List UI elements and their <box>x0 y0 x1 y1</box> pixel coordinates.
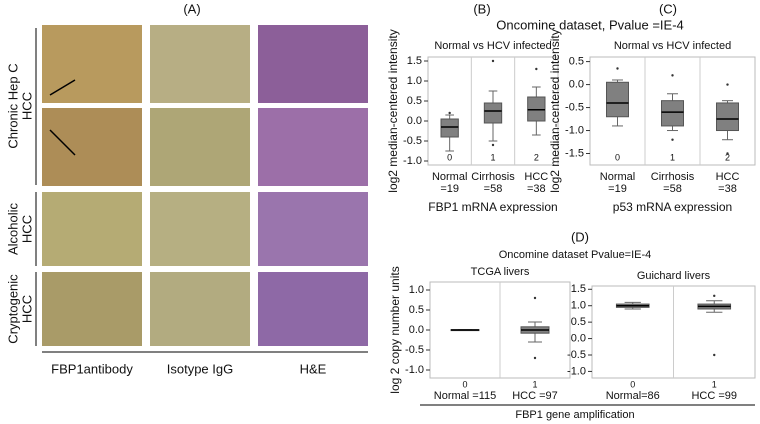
y-tick-label: -0.5 <box>403 135 422 147</box>
y-label: log 2 copy number units <box>388 266 402 393</box>
x-label: FBP1 mRNA expression <box>428 200 557 214</box>
y-label-group: log2 median-centered intensity <box>548 29 562 192</box>
y-tick-label: -1.0 <box>403 155 422 167</box>
row-label: HCC <box>19 92 34 120</box>
x-tick-label: =38 <box>718 183 737 195</box>
x-label: FBP1 gene amplification <box>515 409 634 421</box>
x-tick-label: Cirrhosis <box>651 171 695 183</box>
row-label: Cryptogenic <box>5 274 20 344</box>
y-label: log2 median-centered intensity <box>548 29 562 192</box>
y-tick-label: 0.5 <box>407 95 422 107</box>
x-tick-label: HCC =97 <box>512 390 558 402</box>
x-tick-label: Cirrhosis <box>471 171 515 183</box>
outlier <box>713 353 716 357</box>
y-tick-label: 0.5 <box>409 304 424 316</box>
category-code: 1 <box>532 379 537 389</box>
x-label: p53 mRNA expression <box>613 200 732 214</box>
outlier <box>535 67 538 71</box>
y-tick-label: -1.0 <box>565 124 584 136</box>
y-tick-label: 0.0 <box>571 332 586 344</box>
x-tick-label: =58 <box>484 183 503 195</box>
subtitle: TCGA livers <box>471 266 530 278</box>
row-label: HCC <box>19 215 34 243</box>
category-code: 1 <box>712 379 717 389</box>
y-tick-label: 0.0 <box>409 324 424 336</box>
outlier <box>533 356 537 360</box>
panel-label: (C) <box>659 1 677 16</box>
x-tick-label: HCC =99 <box>691 390 737 402</box>
outlier <box>726 83 729 86</box>
column-label: FBP1antibody <box>51 361 133 376</box>
title: Oncomine dataset, Pvalue =IE-4 <box>496 17 684 32</box>
y-tick-label: -1.0 <box>405 364 424 376</box>
box <box>483 102 503 124</box>
box <box>661 100 684 127</box>
x-tick-label: HCC <box>524 171 548 183</box>
outlier <box>616 67 619 70</box>
y-tick-label: 1.0 <box>409 284 424 296</box>
row-label: Chronic Hep C <box>5 63 20 148</box>
box <box>606 81 629 118</box>
category-code: 0 <box>462 379 467 389</box>
micrographs <box>35 25 368 353</box>
outlier <box>448 111 451 115</box>
category-code: 2 <box>725 152 730 162</box>
y-tick-label: -0.5 <box>567 349 586 361</box>
x-tick-label: Normal <box>432 171 467 183</box>
outlier <box>671 138 674 141</box>
y-tick-label: -0.5 <box>405 344 424 356</box>
subtitle: Normal vs HCV infected <box>614 40 731 52</box>
column-label: H&E <box>300 361 327 376</box>
panel-label: (D) <box>571 229 589 244</box>
x-tick-label: =38 <box>527 183 546 195</box>
y-tick-label: 0.0 <box>569 78 584 90</box>
y-label: log2 median-centered intensity <box>386 29 400 192</box>
y-tick-label: 1.0 <box>407 75 422 87</box>
title: Oncomine dataset Pvalue=IE-4 <box>499 249 652 261</box>
y-tick-label: 1.0 <box>571 300 586 312</box>
outlier <box>533 296 537 300</box>
panel-label: (A) <box>183 1 200 16</box>
subtitle: Guichard livers <box>637 270 711 282</box>
x-tick-label: HCC <box>716 171 740 183</box>
category-code: 1 <box>490 152 495 162</box>
category-code: 2 <box>534 152 539 162</box>
panel-label: (B) <box>473 1 490 16</box>
y-tick-label: -0.5 <box>565 101 584 113</box>
box <box>716 102 739 132</box>
x-tick-label: =19 <box>608 183 627 195</box>
x-tick-label: =58 <box>663 183 682 195</box>
row-label: Alcoholic <box>5 202 20 255</box>
column-label: Isotype IgG <box>167 361 233 376</box>
x-tick-label: =19 <box>440 183 459 195</box>
x-tick-label: Normal =115 <box>434 390 496 402</box>
box <box>440 118 459 138</box>
category-code: 0 <box>447 152 452 162</box>
y-tick-label: 0.5 <box>569 56 584 68</box>
subtitle: Normal vs HCV infected <box>434 40 551 52</box>
y-tick-label: 0.0 <box>407 115 422 127</box>
plot-area <box>589 56 756 166</box>
y-label-group: log 2 copy number units <box>388 266 402 393</box>
y-tick-label: 0.5 <box>571 316 586 328</box>
outlier <box>726 152 729 155</box>
y-tick-label: -1.0 <box>567 365 586 377</box>
y-tick-label: -1.5 <box>565 147 584 159</box>
x-tick-label: Normal <box>600 171 635 183</box>
y-label-group: log2 median-centered intensity <box>386 29 400 192</box>
outlier <box>671 74 674 77</box>
y-tick-label: 1.5 <box>571 283 586 295</box>
outlier <box>491 59 495 63</box>
category-code: 0 <box>630 379 635 389</box>
outlier <box>491 143 495 147</box>
box <box>527 96 546 122</box>
row-label: HCC <box>19 295 34 323</box>
outlier <box>713 294 716 298</box>
plot-area <box>427 56 559 166</box>
y-tick-label: 1.5 <box>407 55 422 67</box>
x-tick-label: Normal=86 <box>606 390 660 402</box>
category-code: 1 <box>670 152 675 162</box>
category-code: 0 <box>615 152 620 162</box>
